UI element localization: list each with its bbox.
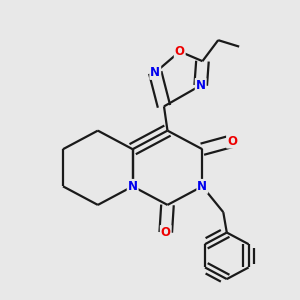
- Text: O: O: [175, 45, 185, 58]
- Text: N: N: [197, 180, 207, 193]
- Text: N: N: [128, 180, 138, 193]
- Text: N: N: [196, 79, 206, 92]
- Text: O: O: [227, 135, 237, 148]
- Text: N: N: [150, 66, 160, 79]
- Text: O: O: [161, 226, 171, 239]
